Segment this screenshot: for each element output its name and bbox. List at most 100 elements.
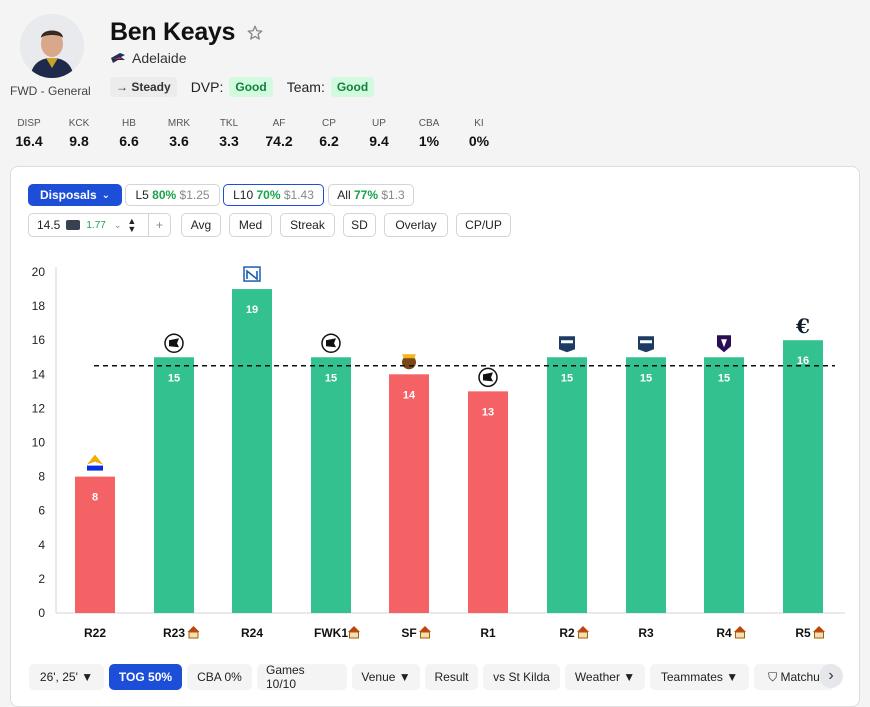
toggle-streak[interactable]: Streak: [280, 213, 335, 237]
dvp-badge: Good: [229, 77, 273, 97]
home-icon: [419, 626, 431, 639]
home-icon: [734, 626, 746, 639]
filter-chip[interactable]: 26', 25' ▼: [29, 664, 104, 690]
bar-value-label: 16: [797, 355, 809, 367]
filter-l10[interactable]: L10 70% $1.43: [223, 184, 324, 206]
bar-value-label: 14: [403, 389, 416, 401]
filter-chip[interactable]: Result: [425, 664, 478, 690]
adelaide-crows-logo-icon: [111, 53, 125, 63]
bar-value-label: 15: [561, 372, 573, 384]
stat-kck: KCK 9.8: [57, 118, 101, 149]
filter-chip[interactable]: Weather ▼: [565, 664, 645, 690]
home-icon: [577, 626, 589, 639]
home-icon: [348, 626, 360, 639]
x-tick-label: R24: [241, 626, 263, 640]
bar-r22[interactable]: [75, 476, 115, 613]
chart-card: Disposals ⌄ L5 80% $1.25 L10 70% $1.43 A…: [10, 166, 860, 707]
stat-label: UP: [372, 118, 386, 129]
filter-chip[interactable]: TOG 50%: [109, 664, 182, 690]
filter-chip[interactable]: Teammates ▼: [650, 664, 749, 690]
opponent-logo-icon: [402, 354, 416, 370]
stat-label: CBA: [418, 118, 440, 129]
stat-cba: CBA 1%: [407, 118, 451, 149]
x-tick-label: R5: [795, 626, 811, 640]
filter-chip[interactable]: Games 10/10: [257, 663, 347, 691]
stat-value: 0%: [468, 133, 490, 149]
home-icon: [813, 626, 825, 639]
stat-tkl: TKL 3.3: [207, 118, 251, 149]
filter-chip[interactable]: CBA 0%: [187, 664, 252, 690]
y-tick-label: 16: [32, 333, 46, 347]
opponent-logo-icon: €: [795, 314, 810, 338]
y-tick-label: 4: [38, 538, 45, 552]
filter-chip[interactable]: Venue ▼: [352, 664, 420, 690]
bar-value-label: 8: [92, 492, 98, 504]
bar-r2[interactable]: [547, 357, 587, 613]
stat-value: 16.4: [15, 133, 43, 149]
stat-select-label: Disposals: [39, 188, 97, 202]
line-selector[interactable]: 14.5 1.77 ⌄ ▲ ▼ +: [28, 213, 171, 237]
stat-value: 6.6: [119, 133, 139, 149]
toggle-overlay[interactable]: Overlay: [384, 213, 448, 237]
opponent-logo-icon: [478, 367, 498, 388]
player-name: Ben Keays: [110, 18, 236, 46]
stat-ki: KI 0%: [457, 118, 501, 149]
bookmaker-icon: [66, 220, 81, 230]
bar-fwk1[interactable]: [311, 357, 351, 613]
player-header: FWD - General Ben Keays Adelaide → Stead…: [0, 0, 870, 160]
stepper-arrows-icon[interactable]: ▲ ▼: [127, 216, 137, 234]
stat-cp: CP 6.2: [307, 118, 351, 149]
dvp-label: DVP:: [190, 79, 224, 95]
y-tick-label: 8: [38, 470, 45, 484]
stat-label: HB: [122, 118, 136, 129]
opponent-logo-icon: [87, 454, 103, 471]
stat-value: 3.6: [169, 133, 189, 149]
bar-value-label: 15: [640, 372, 652, 384]
toggle-cpup[interactable]: CP/UP: [456, 213, 511, 237]
filter-l5[interactable]: L5 80% $1.25: [125, 184, 220, 206]
scroll-right-button[interactable]: ›: [819, 664, 843, 688]
y-tick-label: 2: [38, 572, 45, 586]
bar-r1[interactable]: [468, 391, 508, 613]
tag-row: → Steady DVP: Good Team: Good: [110, 77, 375, 97]
stat-label: DISP: [17, 118, 41, 129]
stat-label: CP: [322, 118, 336, 129]
opponent-logo-icon: [321, 333, 341, 353]
bar-r3[interactable]: [626, 357, 666, 613]
home-icon: [187, 626, 200, 639]
team-name: Adelaide: [132, 50, 187, 66]
line-odds: 1.77: [86, 219, 106, 231]
team-rating-badge: Good: [330, 77, 375, 97]
x-tick-label: R2: [559, 626, 575, 640]
stat-select-dropdown[interactable]: Disposals ⌄: [28, 184, 122, 206]
filter-all[interactable]: All 77% $1.3: [328, 184, 414, 206]
stat-value: 6.2: [319, 133, 339, 149]
bar-sf[interactable]: [389, 374, 429, 613]
trend-badge: → Steady: [110, 77, 177, 97]
favorite-star-icon[interactable]: [246, 24, 264, 42]
y-tick-label: 12: [32, 401, 46, 415]
bar-value-label: 15: [325, 372, 337, 384]
bar-r23[interactable]: [154, 357, 194, 613]
toggle-sd[interactable]: SD: [343, 213, 376, 237]
filter-chip[interactable]: vs St Kilda: [483, 664, 560, 690]
chevron-down-icon: ⌄: [113, 219, 122, 230]
line-value: 14.5: [37, 218, 61, 232]
opponent-logo-icon: [243, 266, 261, 282]
stat-af: AF 74.2: [257, 118, 301, 149]
toggle-med[interactable]: Med: [229, 213, 272, 237]
bar-r5[interactable]: [783, 340, 823, 613]
toggle-avg[interactable]: Avg: [181, 213, 221, 237]
team-rating-label: Team:: [286, 79, 325, 95]
stat-value: 9.8: [69, 133, 89, 149]
chevron-down-icon: ⌄: [101, 189, 111, 201]
stat-label: KI: [474, 118, 484, 129]
bar-r4[interactable]: [704, 357, 744, 613]
disposals-bar-chart: 0 2 4 6 8 10 12 14 16 18 20 8 R22 15 R23 19 R24 15 FWK1 14 S…: [32, 265, 845, 640]
svg-text:€: €: [795, 314, 810, 338]
bar-r24[interactable]: [232, 289, 272, 613]
add-line-button[interactable]: +: [148, 214, 170, 236]
stat-value: 9.4: [369, 133, 389, 149]
bar-value-label: 15: [718, 372, 730, 384]
filter-chip[interactable]: ⛉ Matchu: [754, 664, 834, 690]
